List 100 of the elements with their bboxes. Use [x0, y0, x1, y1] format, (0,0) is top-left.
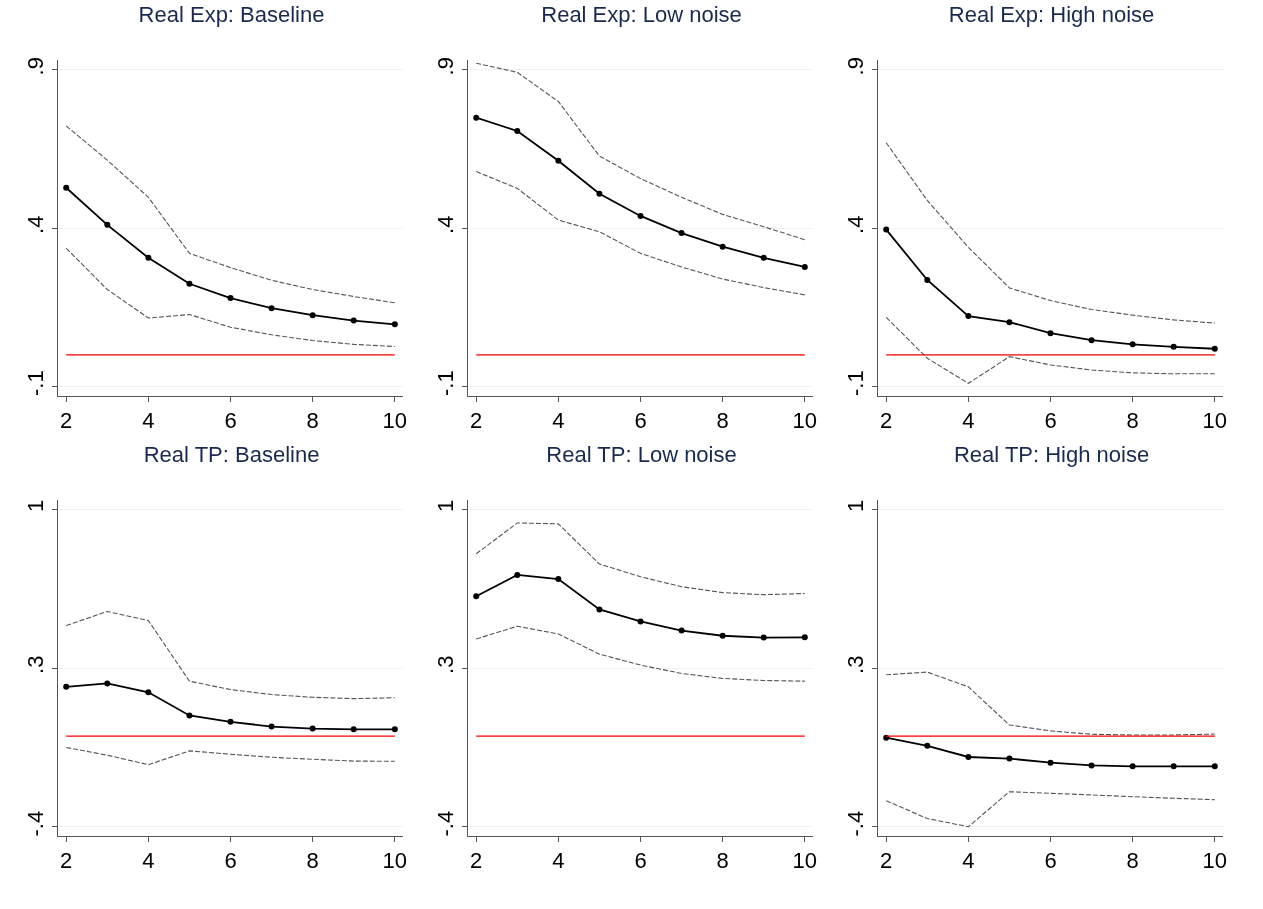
chart-title: Real TP: High noise — [953, 442, 1150, 468]
point — [1211, 345, 1218, 352]
point — [391, 321, 398, 328]
x-tick-label: 6 — [634, 848, 647, 874]
point — [1129, 341, 1136, 348]
point — [555, 576, 562, 583]
point — [227, 718, 234, 725]
point — [801, 263, 808, 270]
x-tick-label: 2 — [880, 848, 893, 874]
y-tick-label: 1 — [433, 499, 459, 512]
point — [186, 712, 193, 719]
x-tick-label: 8 — [306, 408, 319, 434]
x-tick-label: 10 — [1202, 848, 1228, 874]
x-tick-label: 6 — [224, 408, 237, 434]
point — [473, 593, 480, 600]
y-tick-label: .9 — [843, 57, 869, 76]
y-tick-label: -.1 — [23, 370, 49, 397]
y-tick-label: .4 — [23, 215, 49, 234]
point — [104, 680, 111, 687]
point — [145, 689, 152, 696]
line-series — [885, 791, 1216, 828]
point — [596, 190, 603, 197]
x-tick-label: 10 — [382, 848, 408, 874]
point — [145, 254, 152, 261]
chart-title: Real Exp: High noise — [948, 2, 1155, 28]
x-tick-label: 10 — [792, 408, 818, 434]
point — [637, 212, 644, 219]
x-tick-label: 8 — [1126, 848, 1139, 874]
point — [883, 226, 890, 233]
chart-title: Real Exp: Baseline — [138, 2, 325, 28]
line-series — [65, 746, 396, 766]
y-tick-label: .4 — [843, 215, 869, 234]
x-tick-label: 4 — [962, 408, 975, 434]
x-tick-label: 2 — [470, 408, 483, 434]
y-tick-label: -.4 — [433, 810, 459, 837]
x-tick-label: 6 — [1044, 848, 1057, 874]
point — [350, 317, 357, 324]
x-tick-label: 4 — [142, 408, 155, 434]
y-tick-label: 1 — [23, 499, 49, 512]
point — [1088, 337, 1095, 344]
line-series — [475, 522, 806, 596]
line-series — [65, 125, 396, 304]
point — [268, 305, 275, 312]
line-series — [65, 247, 396, 348]
y-tick-label: .4 — [433, 215, 459, 234]
x-tick-label: 2 — [880, 408, 893, 434]
chart-title: Real TP: Baseline — [143, 442, 320, 468]
point — [637, 618, 644, 625]
y-tick-label: .3 — [23, 655, 49, 674]
x-tick-label: 4 — [962, 848, 975, 874]
line-series — [475, 171, 806, 296]
line-series — [885, 316, 1216, 384]
x-tick-label: 2 — [60, 408, 73, 434]
point — [514, 571, 521, 578]
point — [678, 627, 685, 634]
x-tick-label: 4 — [552, 848, 565, 874]
line-series — [885, 671, 1216, 736]
point — [186, 280, 193, 287]
point — [309, 725, 316, 732]
point — [309, 312, 316, 319]
x-tick-label: 8 — [306, 848, 319, 874]
point — [350, 726, 357, 733]
point — [391, 726, 398, 733]
x-tick-label: 10 — [792, 848, 818, 874]
point — [965, 313, 972, 320]
x-tick-label: 2 — [470, 848, 483, 874]
line-series — [65, 610, 396, 700]
x-tick-label: 2 — [60, 848, 73, 874]
point — [924, 276, 931, 283]
point — [227, 295, 234, 302]
x-tick-label: 10 — [1202, 408, 1228, 434]
point — [514, 128, 521, 134]
line-series — [475, 62, 806, 241]
chart-title: Real Exp: Low noise — [541, 2, 742, 28]
point — [268, 723, 275, 730]
point — [1006, 319, 1013, 326]
point — [760, 254, 767, 261]
point — [719, 243, 726, 250]
line-series — [475, 625, 806, 682]
x-tick-label: 4 — [142, 848, 155, 874]
y-tick-label: -.1 — [433, 370, 459, 397]
y-tick-label: 1 — [843, 499, 869, 512]
point — [1047, 330, 1054, 337]
point — [596, 606, 603, 613]
line-series — [885, 142, 1216, 324]
y-tick-label: -.4 — [843, 810, 869, 837]
y-tick-label: .3 — [843, 655, 869, 674]
x-tick-label: 8 — [716, 408, 729, 434]
y-tick-label: -.1 — [843, 370, 869, 397]
x-tick-label: 8 — [716, 848, 729, 874]
y-tick-label: .9 — [433, 57, 459, 76]
point — [719, 632, 726, 639]
chart-title: Real TP: Low noise — [546, 442, 737, 468]
point — [801, 634, 808, 641]
point — [555, 157, 562, 164]
point — [63, 683, 70, 690]
point — [1170, 343, 1177, 350]
x-tick-label: 6 — [224, 848, 237, 874]
y-tick-label: -.4 — [23, 810, 49, 837]
x-tick-label: 6 — [634, 408, 647, 434]
